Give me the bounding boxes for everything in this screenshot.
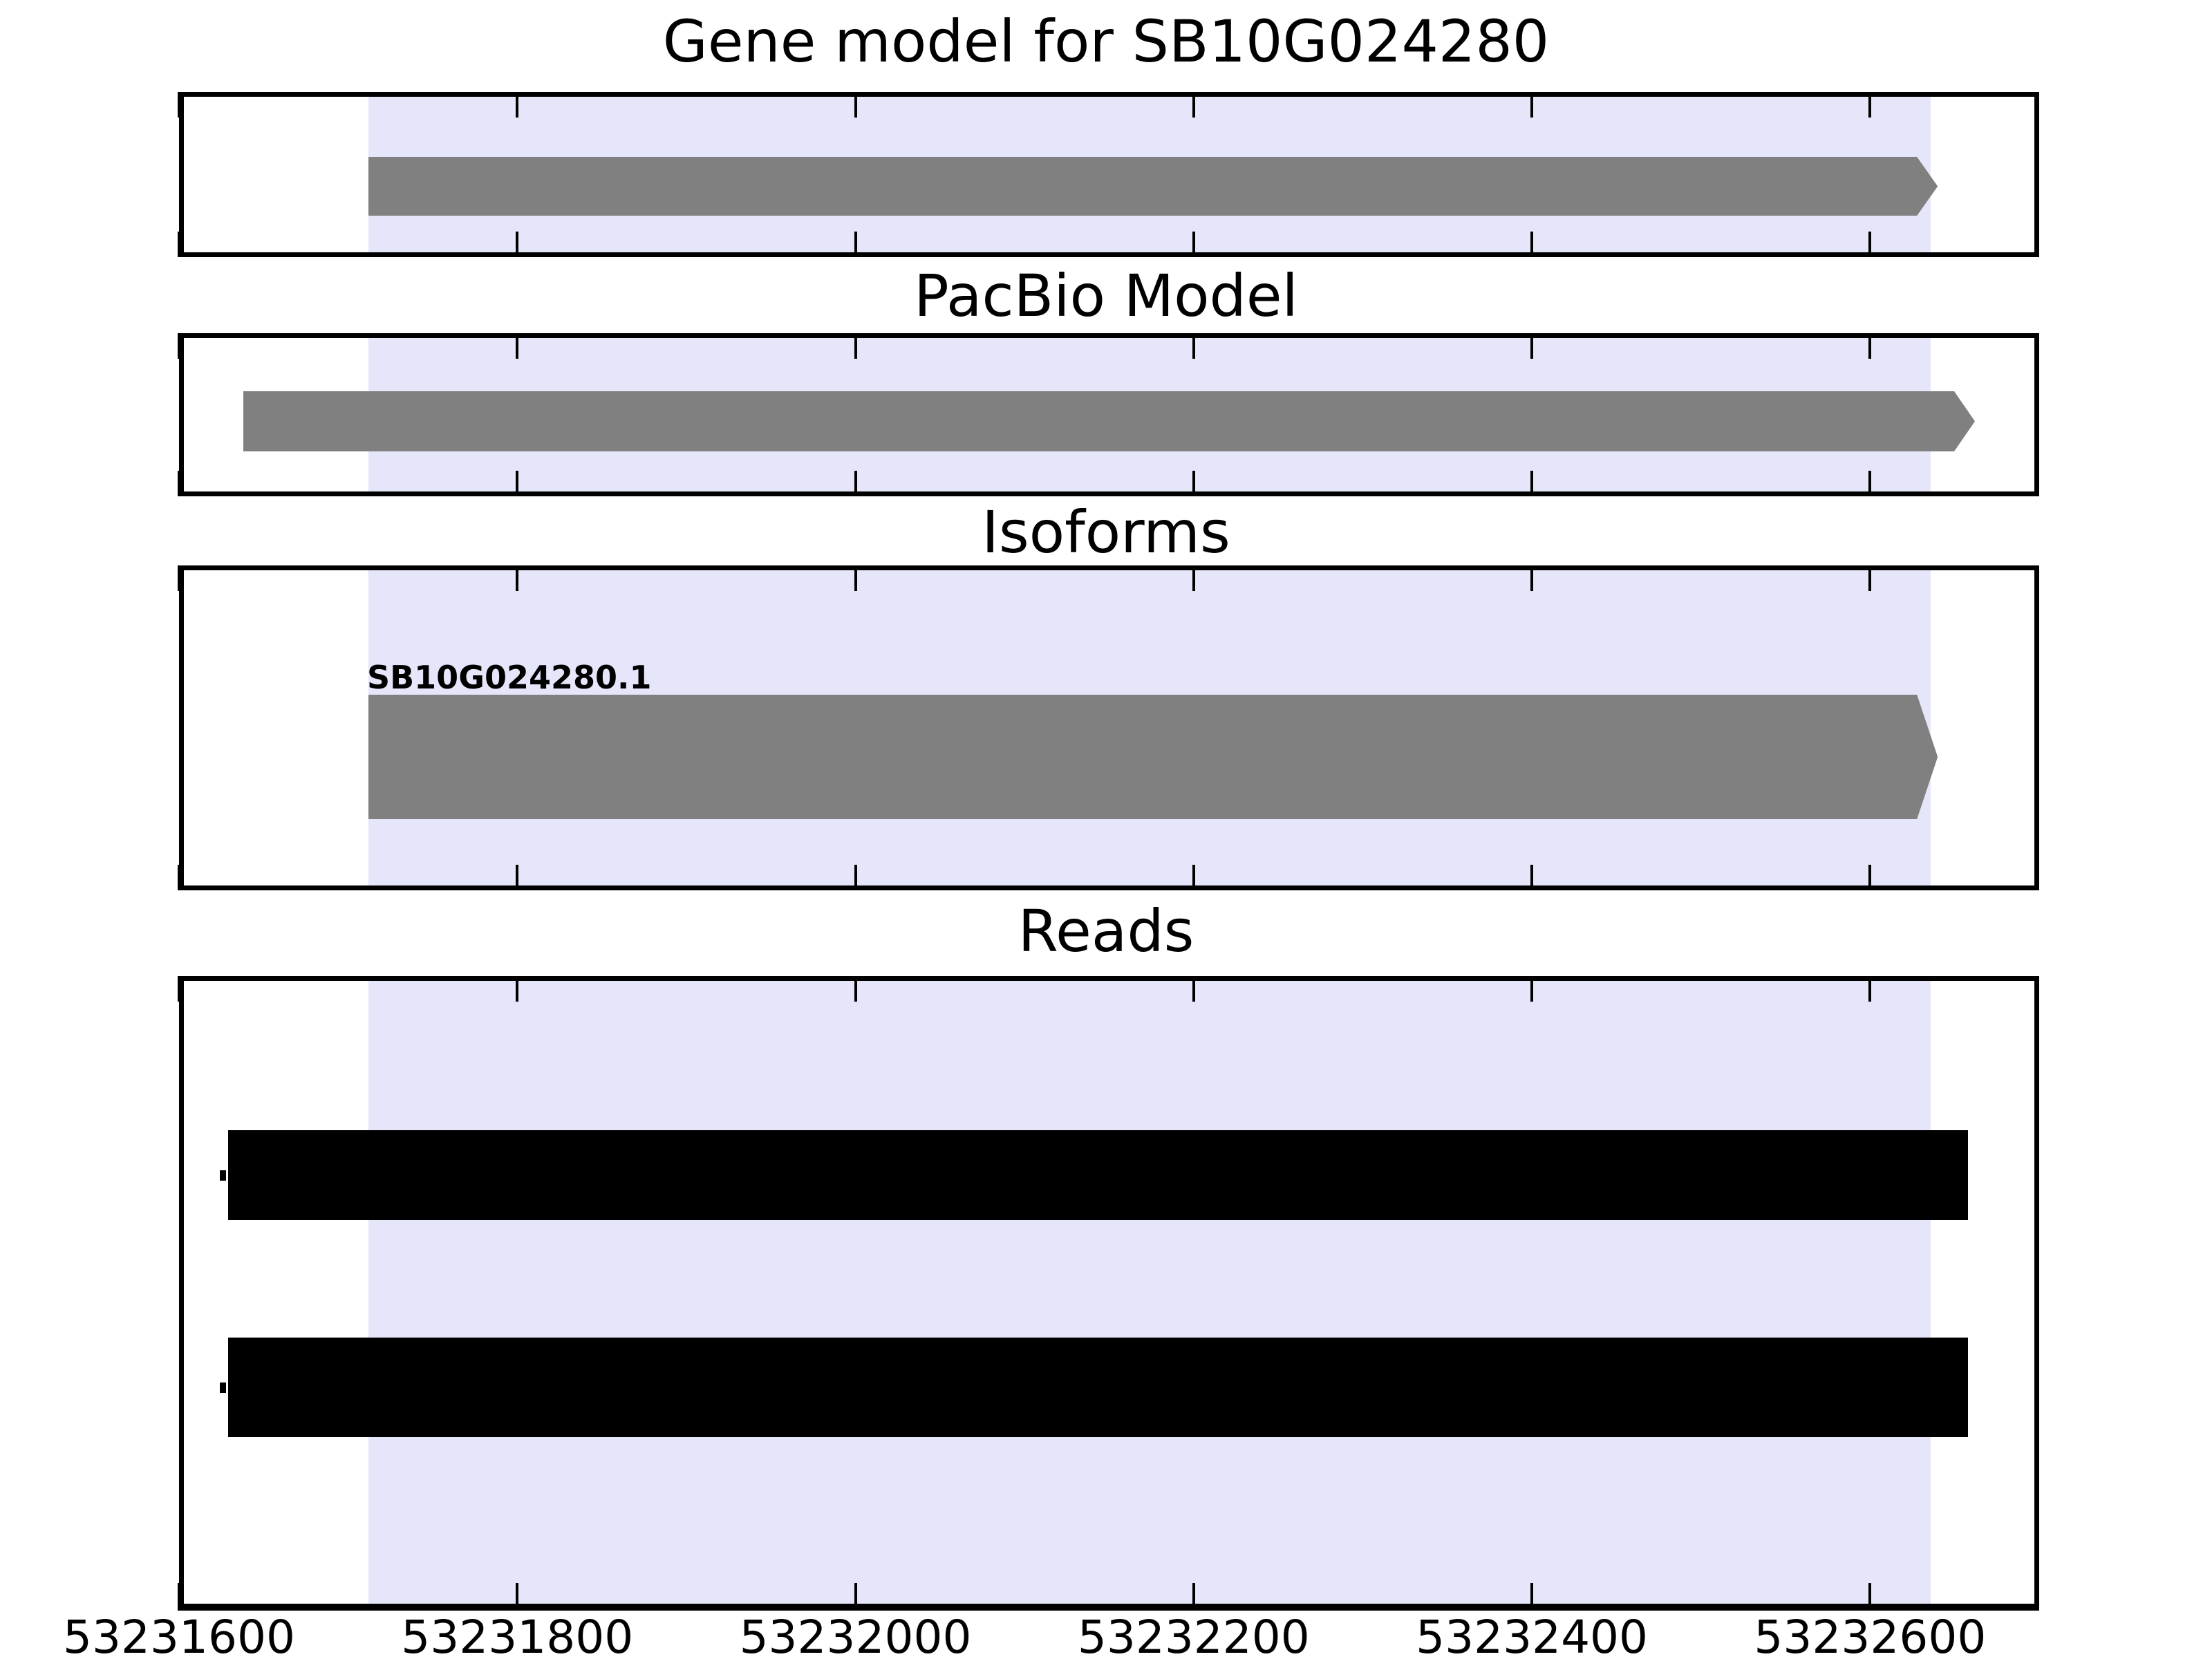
spine-bottom [179,252,2039,257]
spine-top [179,976,2039,981]
x-tick-label: 53232600 [1754,1611,1987,1659]
axis-tick [1530,865,1534,890]
x-tick-label: 53231800 [401,1611,634,1659]
track-title-pacbio-model: PacBio Model [914,262,1298,330]
axis-tick [1868,976,1872,1002]
axis-tick [1530,976,1534,1002]
axis-tick [1868,471,1872,496]
axis-tick [1192,232,1195,257]
spine-right [2034,565,2039,890]
spine-bottom [179,1604,2039,1611]
read-label-mark [219,1170,226,1181]
spine-top [179,333,2039,338]
axis-tick [1868,232,1872,257]
spine-left [179,976,184,1611]
x-tick-label: 53231600 [63,1611,295,1659]
spine-bottom [179,491,2039,496]
axis-tick [854,1583,857,1611]
read-bar [227,1338,1969,1437]
axis-tick [516,232,519,257]
axis-tick [1868,92,1872,118]
axis-tick [1868,333,1872,359]
axis-tick [854,333,857,359]
axis-tick [1192,333,1195,359]
spine-bottom [179,885,2039,890]
axis-tick [1192,1583,1195,1611]
plot-reads [178,976,2039,1611]
spine-top [179,565,2039,570]
axis-tick [854,471,857,496]
axis-tick [516,92,519,118]
spine-right [2034,333,2039,496]
axis-tick [516,471,519,496]
axis-tick [1192,976,1195,1002]
x-tick-label: 53232200 [1077,1611,1310,1659]
axis-tick [1530,232,1534,257]
axis-tick [516,565,519,591]
axis-tick [1868,1583,1872,1611]
highlight-band [368,976,1931,1611]
spine-top [179,92,2039,97]
axis-tick [1530,333,1534,359]
axis-tick [1192,92,1195,118]
axis-tick [854,232,857,257]
isoform-label: SB10G024280.1 [366,659,652,696]
axis-tick [1868,565,1872,591]
axis-tick [1192,471,1195,496]
plot-pacbio-model [178,333,2039,496]
x-tick-label: 53232000 [739,1611,972,1659]
spine-left [179,92,184,257]
track-title-reads: Reads [1018,897,1194,965]
axis-tick [516,1583,519,1611]
spine-right [2034,92,2039,257]
axis-tick [1530,1583,1534,1611]
axis-tick [1530,565,1534,591]
read-label-mark [219,1382,226,1393]
axis-tick [1192,565,1195,591]
axis-tick [516,333,519,359]
gene-arrow-bar [368,695,1938,819]
axis-tick [516,976,519,1002]
axis-tick [1868,865,1872,890]
spine-left [179,333,184,496]
plot-gene-model [178,92,2039,257]
spine-right [2034,976,2039,1611]
axis-tick [854,92,857,118]
axis-tick [1530,92,1534,118]
axis-tick [854,976,857,1002]
read-bar [227,1130,1969,1220]
axis-tick [516,865,519,890]
plot-isoforms: SB10G024280.1 [178,565,2039,890]
gene-arrow-bar [368,157,1938,216]
axis-tick [1530,471,1534,496]
gene-arrow-bar [243,391,1975,451]
x-tick-label: 53232400 [1416,1611,1649,1659]
axis-tick [854,865,857,890]
axis-tick [1192,865,1195,890]
track-title-isoforms: Isoforms [982,498,1230,566]
spine-left [179,565,184,890]
axis-tick [854,565,857,591]
track-title-gene-model: Gene model for SB10G024280 [662,8,1550,75]
